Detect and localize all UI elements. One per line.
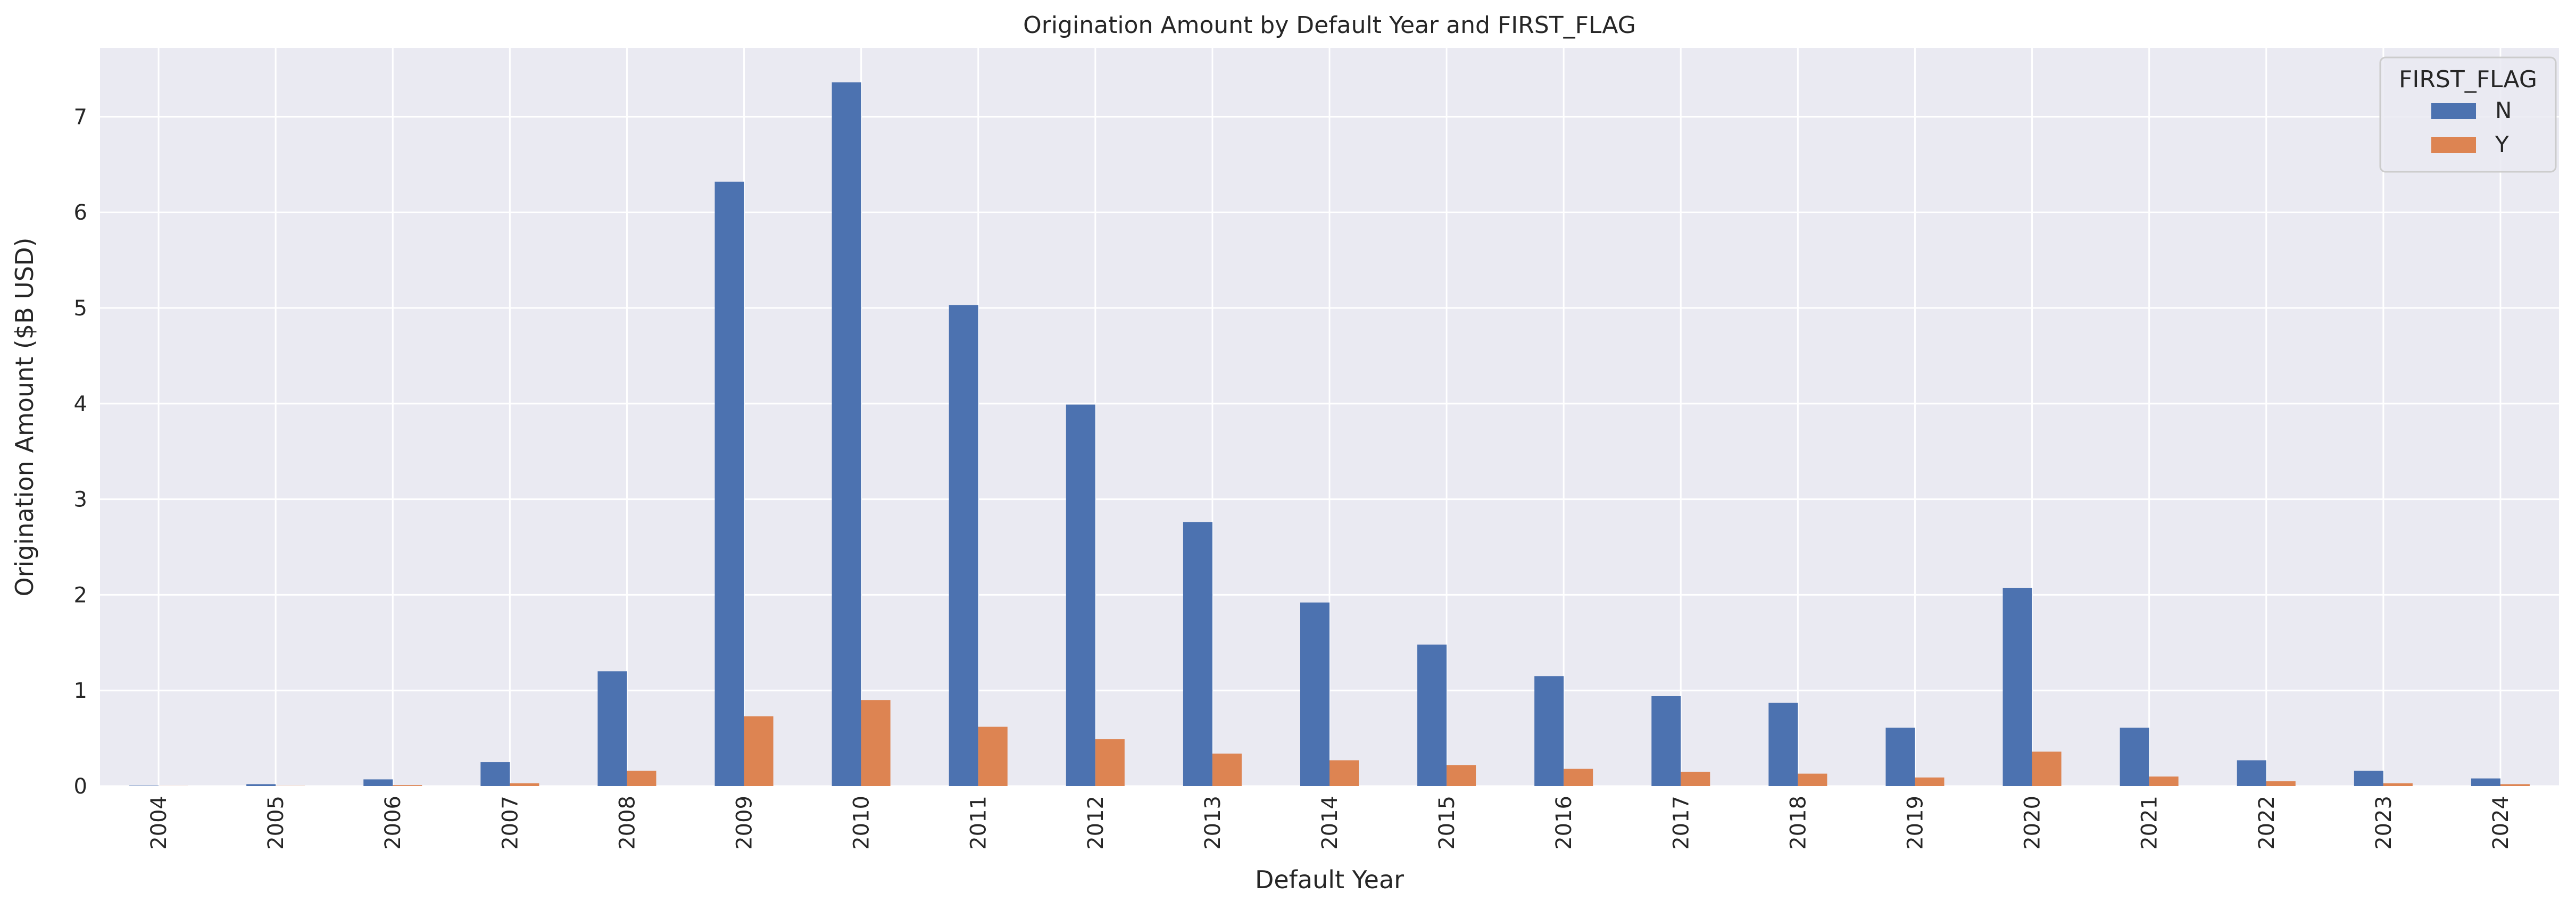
bar-n-2008 bbox=[597, 671, 627, 786]
x-tick-label: 2024 bbox=[2489, 796, 2513, 850]
bar-n-2024 bbox=[2471, 778, 2500, 786]
legend-label-y: Y bbox=[2495, 131, 2509, 157]
x-tick-label: 2012 bbox=[1084, 796, 1108, 850]
x-tick-label: 2006 bbox=[381, 796, 405, 850]
bar-n-2019 bbox=[1885, 728, 1915, 786]
bar-y-2024 bbox=[2500, 784, 2530, 786]
bar-n-2021 bbox=[2120, 728, 2149, 786]
bar-n-2015 bbox=[1417, 644, 1447, 786]
x-tick-label: 2014 bbox=[1318, 796, 1342, 850]
y-axis-label: Origination Amount ($B USD) bbox=[10, 238, 39, 597]
x-tick-label: 2015 bbox=[1435, 796, 1459, 850]
legend-swatch-y bbox=[2431, 137, 2476, 153]
x-tick-label: 2011 bbox=[967, 796, 991, 850]
legend-title: FIRST_FLAG bbox=[2399, 66, 2537, 93]
bar-n-2005 bbox=[246, 784, 276, 786]
bar-y-2011 bbox=[978, 727, 1008, 786]
y-tick-label: 0 bbox=[74, 774, 87, 799]
y-tick-label: 7 bbox=[74, 105, 87, 129]
bar-n-2018 bbox=[1768, 703, 1798, 786]
x-tick-label: 2013 bbox=[1201, 796, 1225, 850]
y-tick-label: 2 bbox=[74, 583, 87, 607]
x-tick-label: 2022 bbox=[2255, 796, 2279, 850]
bar-y-2010 bbox=[861, 700, 891, 786]
bar-y-2014 bbox=[1329, 760, 1359, 786]
x-tick-label: 2004 bbox=[147, 796, 171, 850]
bar-y-2019 bbox=[1915, 777, 1945, 786]
legend-label-n: N bbox=[2495, 97, 2512, 123]
bar-y-2009 bbox=[744, 716, 774, 786]
x-axis-label: Default Year bbox=[1255, 865, 1404, 894]
bar-n-2017 bbox=[1651, 696, 1681, 786]
bar-y-2016 bbox=[1564, 769, 1593, 786]
x-tick-label: 2019 bbox=[1903, 796, 1927, 850]
y-tick-label: 3 bbox=[74, 488, 87, 512]
bar-y-2012 bbox=[1095, 739, 1125, 786]
bar-n-2014 bbox=[1300, 602, 1329, 786]
bar-n-2023 bbox=[2354, 771, 2383, 786]
tick-layer: 0 1 2 3 4 5 6 7 2004 2005 2006 2007 2008 2009 2010 2011… bbox=[74, 105, 2513, 849]
bar-n-2007 bbox=[480, 762, 510, 786]
legend-items: NY bbox=[2431, 97, 2512, 157]
bar-n-2020 bbox=[2002, 588, 2032, 786]
y-tick-label: 5 bbox=[74, 296, 87, 321]
bar-y-2006 bbox=[393, 785, 422, 786]
legend: FIRST_FLAG NY bbox=[2379, 56, 2557, 173]
bar-y-2007 bbox=[510, 783, 539, 786]
bar-y-2017 bbox=[1681, 772, 1710, 786]
y-tick-label: 4 bbox=[74, 392, 87, 416]
x-tick-label: 2017 bbox=[1669, 796, 1693, 850]
bar-n-2006 bbox=[363, 779, 393, 786]
x-tick-label: 2018 bbox=[1786, 796, 1810, 850]
bar-y-2021 bbox=[2149, 777, 2179, 786]
bar-layer bbox=[129, 82, 2530, 787]
x-tick-label: 2016 bbox=[1552, 796, 1576, 850]
bar-y-2023 bbox=[2383, 783, 2413, 786]
bar-n-2010 bbox=[832, 82, 861, 787]
x-tick-label: 2010 bbox=[850, 796, 874, 850]
x-tick-label: 2008 bbox=[615, 796, 639, 850]
x-tick-label: 2023 bbox=[2372, 796, 2396, 850]
bar-y-2018 bbox=[1798, 773, 1827, 786]
bar-y-2013 bbox=[1212, 753, 1242, 786]
bar-n-2012 bbox=[1066, 404, 1095, 786]
bar-y-2008 bbox=[627, 771, 657, 786]
bar-n-2022 bbox=[2237, 760, 2266, 786]
x-tick-label: 2005 bbox=[264, 796, 288, 850]
x-tick-label: 2007 bbox=[498, 796, 522, 850]
bar-n-2011 bbox=[949, 305, 978, 786]
x-tick-label: 2009 bbox=[733, 796, 757, 850]
bar-n-2016 bbox=[1534, 676, 1564, 786]
x-tick-label: 2020 bbox=[2021, 796, 2045, 850]
bar-n-2009 bbox=[714, 181, 744, 786]
bar-n-2013 bbox=[1183, 522, 1212, 786]
bar-y-2020 bbox=[2032, 752, 2062, 786]
chart-title: Origination Amount by Default Year and F… bbox=[1023, 12, 1636, 39]
y-tick-label: 1 bbox=[74, 679, 87, 703]
bar-y-2022 bbox=[2266, 781, 2296, 786]
legend-swatch-n bbox=[2431, 103, 2476, 119]
y-tick-label: 6 bbox=[74, 201, 87, 225]
bar-y-2015 bbox=[1447, 765, 1476, 786]
x-tick-label: 2021 bbox=[2138, 796, 2162, 850]
